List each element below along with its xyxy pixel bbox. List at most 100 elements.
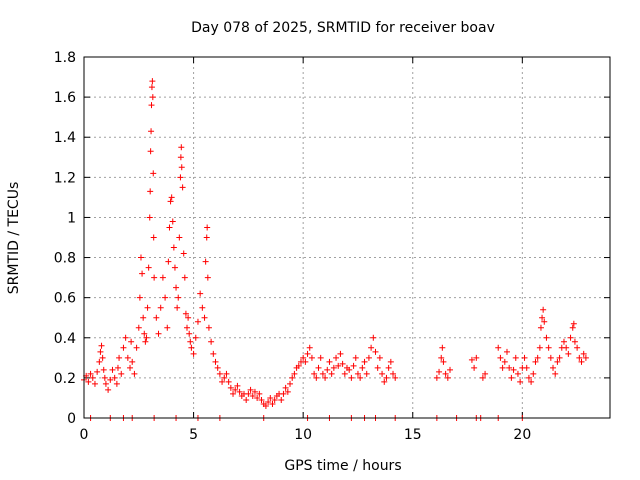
data-point — [499, 364, 506, 371]
data-point — [96, 358, 103, 365]
data-point — [179, 184, 186, 191]
data-point — [94, 368, 101, 375]
data-point — [180, 250, 187, 257]
data-point — [85, 378, 92, 385]
data-point — [313, 374, 320, 381]
y-axis-label: SRMTID / TECUs — [6, 182, 22, 295]
data-point — [374, 364, 381, 371]
data-point — [167, 198, 174, 205]
data-point — [357, 374, 364, 381]
data-point — [178, 164, 185, 171]
data-point — [530, 370, 537, 377]
data-point — [444, 374, 451, 381]
data-point — [171, 264, 178, 271]
data-point — [227, 384, 234, 391]
data-point — [545, 344, 552, 351]
data-point — [214, 364, 221, 371]
data-point — [168, 194, 175, 201]
data-point — [543, 334, 550, 341]
data-point — [151, 274, 158, 281]
data-point — [148, 84, 155, 91]
data-point — [392, 374, 399, 381]
data-point — [150, 170, 157, 177]
data-point — [570, 320, 577, 327]
data-point — [302, 358, 309, 365]
x-tick-label: 20 — [513, 427, 531, 443]
data-point — [153, 314, 160, 321]
data-point — [381, 378, 388, 385]
data-point — [532, 358, 539, 365]
data-point — [197, 290, 204, 297]
data-point — [101, 374, 108, 381]
data-point — [514, 370, 521, 377]
data-point — [182, 310, 189, 317]
data-point — [363, 370, 370, 377]
data-point — [127, 364, 134, 371]
data-point — [204, 274, 211, 281]
data-point — [324, 366, 331, 373]
data-point — [365, 354, 372, 361]
data-points — [81, 78, 589, 421]
data-point — [157, 304, 164, 311]
data-point — [326, 358, 333, 365]
data-point — [550, 364, 557, 371]
y-tick-label: 0.6 — [54, 291, 76, 307]
data-point — [569, 324, 576, 331]
data-point — [280, 390, 287, 397]
data-point — [501, 358, 508, 365]
data-point — [188, 344, 195, 351]
data-point — [291, 370, 298, 377]
data-point — [223, 370, 230, 377]
x-axis-label: GPS time / hours — [284, 458, 401, 474]
data-point — [111, 374, 118, 381]
data-point — [175, 294, 182, 301]
data-point — [269, 400, 276, 407]
data-point — [232, 386, 239, 393]
data-point — [510, 366, 517, 373]
data-point — [528, 378, 535, 385]
data-point — [271, 396, 278, 403]
tick-labels: 0 0.2 0.4 0.6 0.8 1 1.2 1.4 1.6 1.8 0 5 10 15 20 — [54, 50, 532, 443]
data-point — [339, 360, 346, 367]
data-point — [580, 350, 587, 357]
data-point — [97, 348, 104, 355]
axis-ticks — [83, 56, 610, 419]
data-point — [440, 358, 447, 365]
data-point — [136, 294, 143, 301]
data-point — [578, 358, 585, 365]
data-point — [287, 380, 294, 387]
data-point — [114, 364, 121, 371]
data-point — [322, 374, 329, 381]
data-point — [525, 374, 532, 381]
data-point — [149, 94, 156, 101]
data-point — [352, 354, 359, 361]
data-point — [176, 234, 183, 241]
data-point — [300, 354, 307, 361]
data-point — [306, 344, 313, 351]
data-point — [282, 384, 289, 391]
y-tick-label: 0.2 — [54, 371, 76, 387]
data-point — [202, 258, 209, 265]
data-point — [540, 306, 547, 313]
data-point — [350, 362, 357, 369]
data-point — [348, 374, 355, 381]
data-point — [256, 390, 263, 397]
data-point — [439, 344, 446, 351]
data-point — [372, 348, 379, 355]
data-point — [295, 362, 302, 369]
y-tick-label: 0 — [67, 411, 76, 427]
data-point — [133, 344, 140, 351]
data-point — [169, 218, 176, 225]
y-tick-label: 1 — [67, 210, 76, 226]
data-point — [124, 354, 131, 361]
data-point — [159, 274, 166, 281]
data-point — [192, 334, 199, 341]
data-point — [141, 330, 148, 337]
data-point — [387, 358, 394, 365]
data-point — [165, 258, 172, 265]
data-point — [560, 338, 567, 345]
data-point — [482, 370, 489, 377]
y-tick-label: 1.2 — [54, 170, 76, 186]
data-point — [442, 370, 449, 377]
data-point — [139, 270, 146, 277]
